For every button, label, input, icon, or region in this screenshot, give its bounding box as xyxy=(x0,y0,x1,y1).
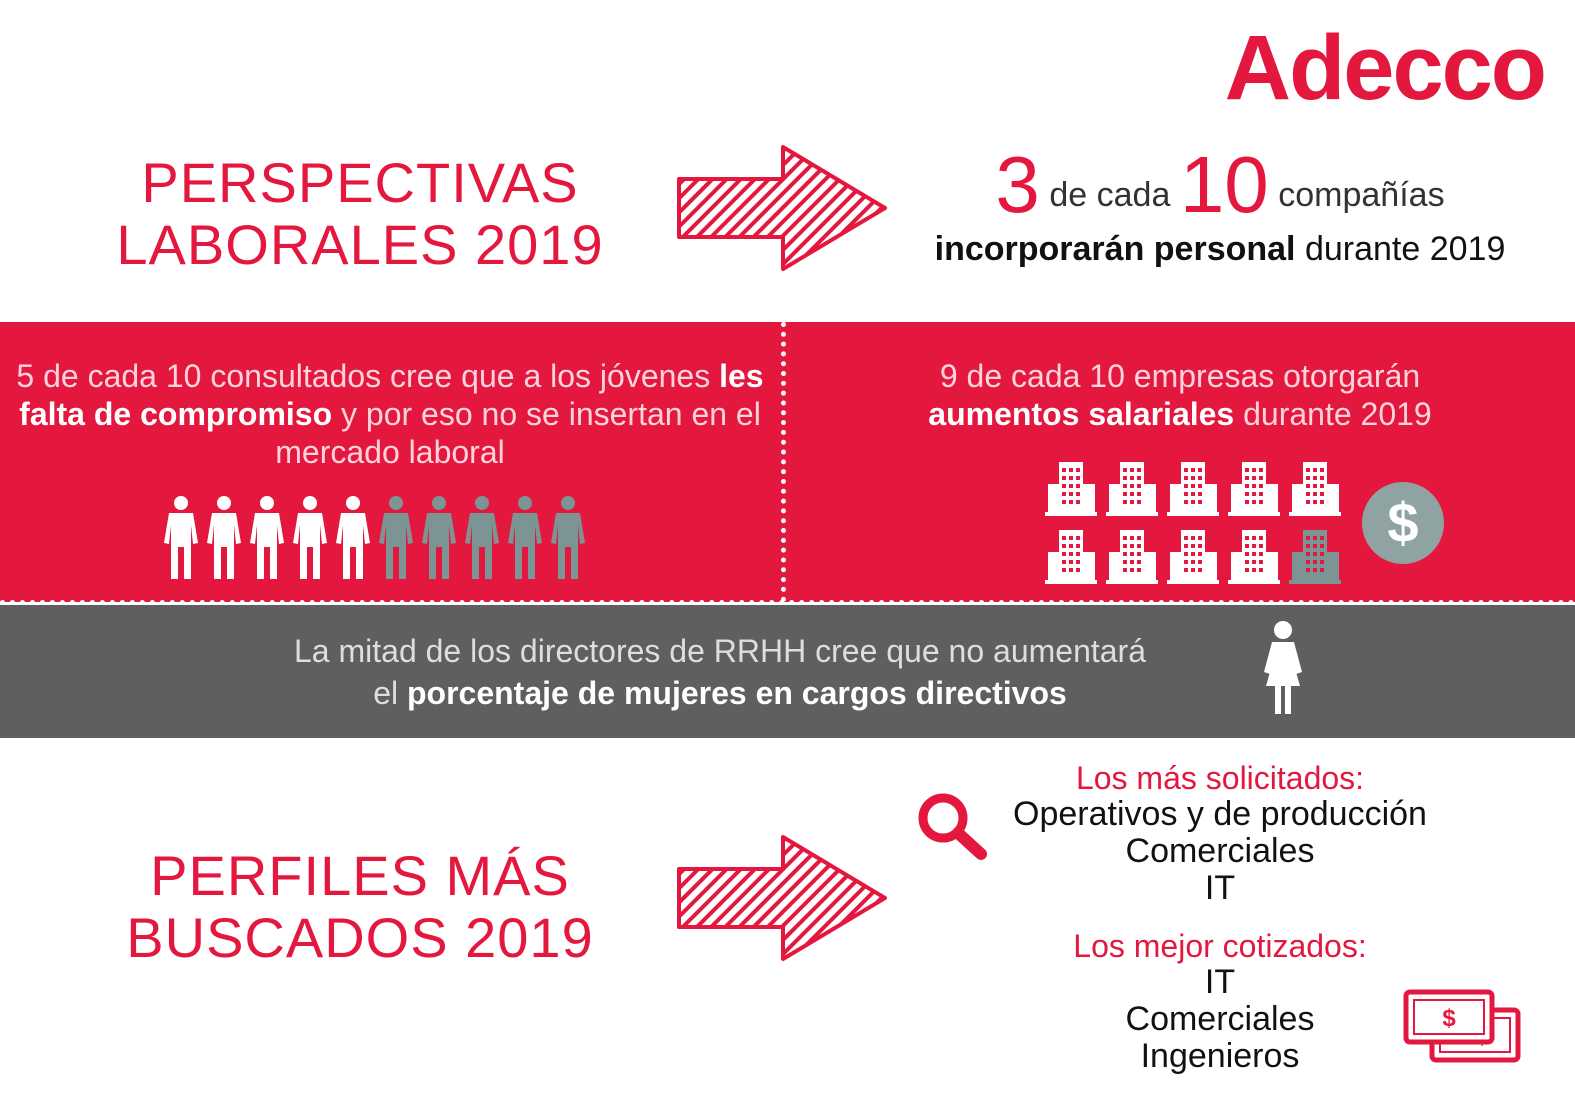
headline-text1: de cada xyxy=(1049,176,1171,214)
person-icon xyxy=(422,496,456,579)
arrow-right-icon xyxy=(677,835,887,961)
vertical-divider xyxy=(781,322,786,602)
person-icon xyxy=(336,496,370,579)
building-icon xyxy=(1167,462,1219,516)
cotizados-list: Los mejor cotizados: IT Comerciales Inge… xyxy=(930,928,1510,1075)
solicitados-list: Los más solicitados: Operativos y de pro… xyxy=(930,760,1510,907)
person-icon xyxy=(164,496,198,579)
list-item: Comerciales xyxy=(1125,832,1315,870)
headline-line1: 3 de cada 10 compañías xyxy=(880,145,1560,235)
cotizados-heading: Los mejor cotizados: xyxy=(1073,928,1367,964)
stat-jovenes-text: 5 de cada 10 consultados cree que a los … xyxy=(15,357,765,471)
building-icon xyxy=(1228,462,1280,516)
stat-mujeres-text: La mitad de los directores de RRHH cree … xyxy=(150,630,1290,714)
building-icon xyxy=(1228,530,1280,584)
headline-bold: incorporarán personal xyxy=(934,230,1296,268)
person-icon xyxy=(250,496,284,579)
buildings-pictogram xyxy=(1045,462,1341,584)
section-title-perspectivas: PERSPECTIVAS LABORALES 2019 xyxy=(116,151,604,276)
stat-jovenes-post: y por eso no se insertan en el mercado l… xyxy=(275,396,761,470)
list-item: Comerciales xyxy=(1125,1000,1315,1038)
stat-mujeres-line1: La mitad de los directores de RRHH cree … xyxy=(294,633,1146,669)
building-icon xyxy=(1289,462,1341,516)
list-item: Operativos y de producción xyxy=(1013,795,1427,833)
stat-aumentos-text: 9 de cada 10 empresas otorgarán aumentos… xyxy=(795,357,1565,433)
building-icon xyxy=(1289,530,1341,584)
building-icon xyxy=(1167,530,1219,584)
person-icon xyxy=(551,496,585,579)
headline-rest: durante 2019 xyxy=(1304,230,1506,268)
search-icon xyxy=(918,793,987,860)
stat-mujeres-pre: el xyxy=(373,675,399,711)
stat-jovenes-pre: 5 de cada 10 consultados cree que a los … xyxy=(16,358,711,394)
arrow-right-icon xyxy=(677,145,887,271)
headline-stat: 3 de cada 10 compañías incorporarán pers… xyxy=(880,145,1560,275)
stat-jovenes-bold: les falta de compromiso xyxy=(19,358,764,432)
building-icon xyxy=(1045,462,1097,516)
headline-line2: incorporarán personal durante 2019 xyxy=(880,229,1560,269)
building-icon xyxy=(1045,530,1097,584)
money-bill-icon: $ $ xyxy=(1403,989,1521,1063)
woman-icon xyxy=(1264,621,1302,714)
person-icon xyxy=(508,496,542,579)
headline-num2: 10 xyxy=(1179,140,1269,229)
person-icon xyxy=(207,496,241,579)
stat-aumentos-post: durante 2019 xyxy=(1243,396,1432,432)
building-icon xyxy=(1106,462,1158,516)
people-pictogram xyxy=(164,496,585,579)
solicitados-heading: Los más solicitados: xyxy=(1075,760,1365,796)
person-icon xyxy=(379,496,413,579)
stat-aumentos-pre: 9 de cada 10 empresas otorgarán xyxy=(939,358,1421,394)
list-item: Ingenieros xyxy=(1140,1037,1300,1075)
stat-aumentos-bold: aumentos salariales xyxy=(928,396,1235,432)
adecco-logo: Adecco xyxy=(1224,17,1547,119)
headline-text2: compañías xyxy=(1278,176,1445,214)
dollar-icon: $ xyxy=(1362,482,1444,564)
list-item: IT xyxy=(1204,869,1236,907)
person-icon xyxy=(465,496,499,579)
horizontal-divider xyxy=(0,600,1575,605)
headline-num1: 3 xyxy=(995,140,1040,229)
list-item: IT xyxy=(1204,963,1236,1001)
stat-mujeres-bold: porcentaje de mujeres en cargos directiv… xyxy=(406,675,1067,711)
person-icon xyxy=(293,496,327,579)
building-icon xyxy=(1106,530,1158,584)
gray-band xyxy=(0,605,1575,738)
money-bill-symbol: $ xyxy=(1442,1005,1456,1032)
section-title-perfiles: PERFILES MÁS BUSCADOS 2019 xyxy=(126,844,594,969)
